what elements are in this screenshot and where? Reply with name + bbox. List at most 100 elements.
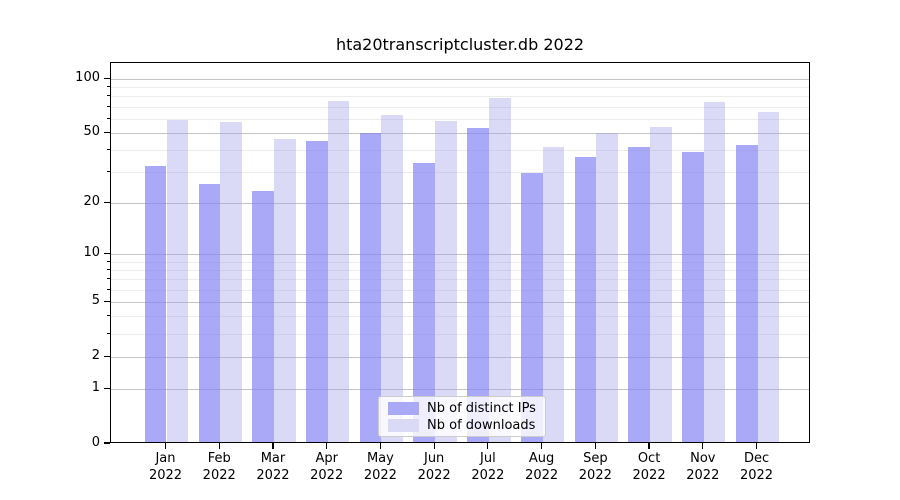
- legend-label-downloads: Nb of downloads: [427, 417, 536, 433]
- xtick-year-aug: 2022: [525, 467, 559, 483]
- xtick-month-sep: Sep: [583, 451, 608, 466]
- xtick-year-jul: 2022: [471, 467, 505, 483]
- xtick-month-jan: Jan: [155, 451, 176, 466]
- bar-downloads-jan: [166, 119, 189, 442]
- ytick-label-0: 0: [91, 435, 100, 450]
- ytick-label-1: 1: [91, 380, 100, 396]
- gridline-major-2: [111, 356, 809, 358]
- bar-distinct-ips-jun: [413, 163, 436, 442]
- xtick-label-jan: Jan 2022: [134, 451, 198, 484]
- xtick-mark-oct: [648, 443, 650, 449]
- xtick-year-oct: 2022: [632, 467, 666, 483]
- xtick-label-oct: Oct 2022: [617, 451, 681, 484]
- xtick-month-oct: Oct: [637, 451, 661, 466]
- xtick-month-dec: Dec: [743, 451, 770, 466]
- xtick-mark-jul: [487, 443, 489, 449]
- bar-downloads-oct: [650, 126, 672, 442]
- xtick-year-nov: 2022: [686, 467, 720, 483]
- bar-downloads-apr: [327, 100, 350, 442]
- xtick-mark-dec: [755, 443, 758, 449]
- ytick-label-10: 10: [83, 245, 100, 261]
- bar-downloads-dec: [757, 112, 780, 442]
- xtick-mark-aug: [541, 443, 543, 449]
- bar-downloads-sep: [596, 132, 619, 442]
- gridline-minor-9: [111, 261, 809, 263]
- bar-distinct-ips-sep: [574, 156, 597, 442]
- xtick-mark-mar: [272, 443, 274, 449]
- xtick-label-dec: Dec 2022: [725, 451, 789, 484]
- gridline-minor-8: [111, 269, 809, 271]
- gridline-minor-4: [111, 316, 809, 318]
- gridline-minor-90: [111, 86, 809, 88]
- bar-downloads-aug: [542, 146, 565, 442]
- xtick-month-nov: Nov: [690, 451, 716, 466]
- xtick-year-may: 2022: [363, 467, 397, 483]
- xtick-mark-may: [379, 443, 381, 449]
- gridline-minor-70: [111, 106, 809, 108]
- xtick-month-aug: Aug: [528, 451, 555, 466]
- chart-title: hta20transcriptcluster.db 2022: [335, 35, 585, 54]
- xtick-year-apr: 2022: [310, 467, 344, 483]
- gridline-major-20: [111, 202, 809, 204]
- bar-distinct-ips-may: [359, 132, 382, 442]
- plot-area: [110, 62, 810, 443]
- gridline-minor-30: [111, 172, 809, 174]
- xtick-month-jul: Jul: [480, 451, 496, 466]
- xtick-year-jun: 2022: [417, 467, 451, 483]
- xtick-label-jun: Jun 2022: [402, 451, 466, 484]
- xtick-label-nov: Nov 2022: [671, 451, 735, 484]
- xtick-mark-sep: [594, 443, 596, 449]
- xtick-mark-apr: [326, 443, 328, 449]
- xtick-year-dec: 2022: [739, 467, 774, 483]
- xtick-label-mar: Mar 2022: [241, 451, 305, 484]
- xtick-mark-nov: [702, 443, 704, 449]
- legend-item-downloads: Nb of downloads: [388, 418, 536, 433]
- gridline-minor-60: [111, 118, 809, 120]
- bar-downloads-jul: [488, 97, 511, 442]
- legend-label-ips: Nb of distinct IPs: [427, 400, 536, 416]
- xtick-month-may: May: [366, 451, 394, 466]
- gridline-major-50: [111, 132, 809, 134]
- bar-downloads-feb: [220, 122, 242, 442]
- bar-distinct-ips-jul: [467, 128, 489, 442]
- gridline-minor-80: [111, 96, 809, 98]
- ytick-label-2: 2: [91, 348, 100, 364]
- xtick-label-apr: Apr 2022: [295, 451, 359, 484]
- xtick-year-jan: 2022: [148, 467, 183, 483]
- bar-distinct-ips-nov: [682, 152, 704, 442]
- bar-distinct-ips-aug: [520, 173, 543, 442]
- gridline-minor-40: [111, 149, 809, 151]
- xtick-year-feb: 2022: [202, 467, 236, 483]
- legend: Nb of distinct IPs Nb of downloads: [378, 396, 546, 437]
- legend-swatch-ips-icon: [388, 401, 419, 415]
- bar-distinct-ips-oct: [628, 146, 651, 442]
- gridline-major-10: [111, 253, 809, 255]
- xtick-mark-jan: [164, 443, 167, 449]
- ytick-label-20: 20: [83, 194, 100, 210]
- gridline-minor-6: [111, 289, 809, 291]
- xtick-label-sep: Sep 2022: [563, 451, 627, 484]
- xtick-year-sep: 2022: [578, 467, 612, 483]
- bar-distinct-ips-apr: [305, 141, 328, 442]
- gridline-major-5: [111, 301, 809, 303]
- xtick-month-apr: Apr: [315, 451, 338, 466]
- legend-item-distinct-ips: Nb of distinct IPs: [388, 401, 536, 416]
- bar-downloads-jun: [435, 121, 457, 442]
- xtick-mark-jun: [433, 443, 435, 449]
- gridline-minor-3: [111, 333, 809, 335]
- bar-downloads-may: [381, 114, 404, 442]
- gridline-major-1: [111, 388, 809, 390]
- legend-swatch-downloads-icon: [388, 418, 419, 432]
- xtick-label-feb: Feb 2022: [187, 451, 251, 484]
- gridline-major-100: [111, 78, 809, 80]
- ytick-label-100: 100: [75, 70, 100, 86]
- xtick-month-jun: Jun: [423, 451, 445, 466]
- bar-distinct-ips-dec: [735, 144, 758, 442]
- bar-downloads-mar: [273, 139, 296, 442]
- xtick-label-aug: Aug 2022: [510, 451, 574, 484]
- xtick-label-jul: Jul 2022: [456, 451, 520, 484]
- bar-distinct-ips-jan: [144, 165, 167, 442]
- bar-distinct-ips-mar: [252, 190, 274, 442]
- xtick-mark-feb: [218, 443, 220, 449]
